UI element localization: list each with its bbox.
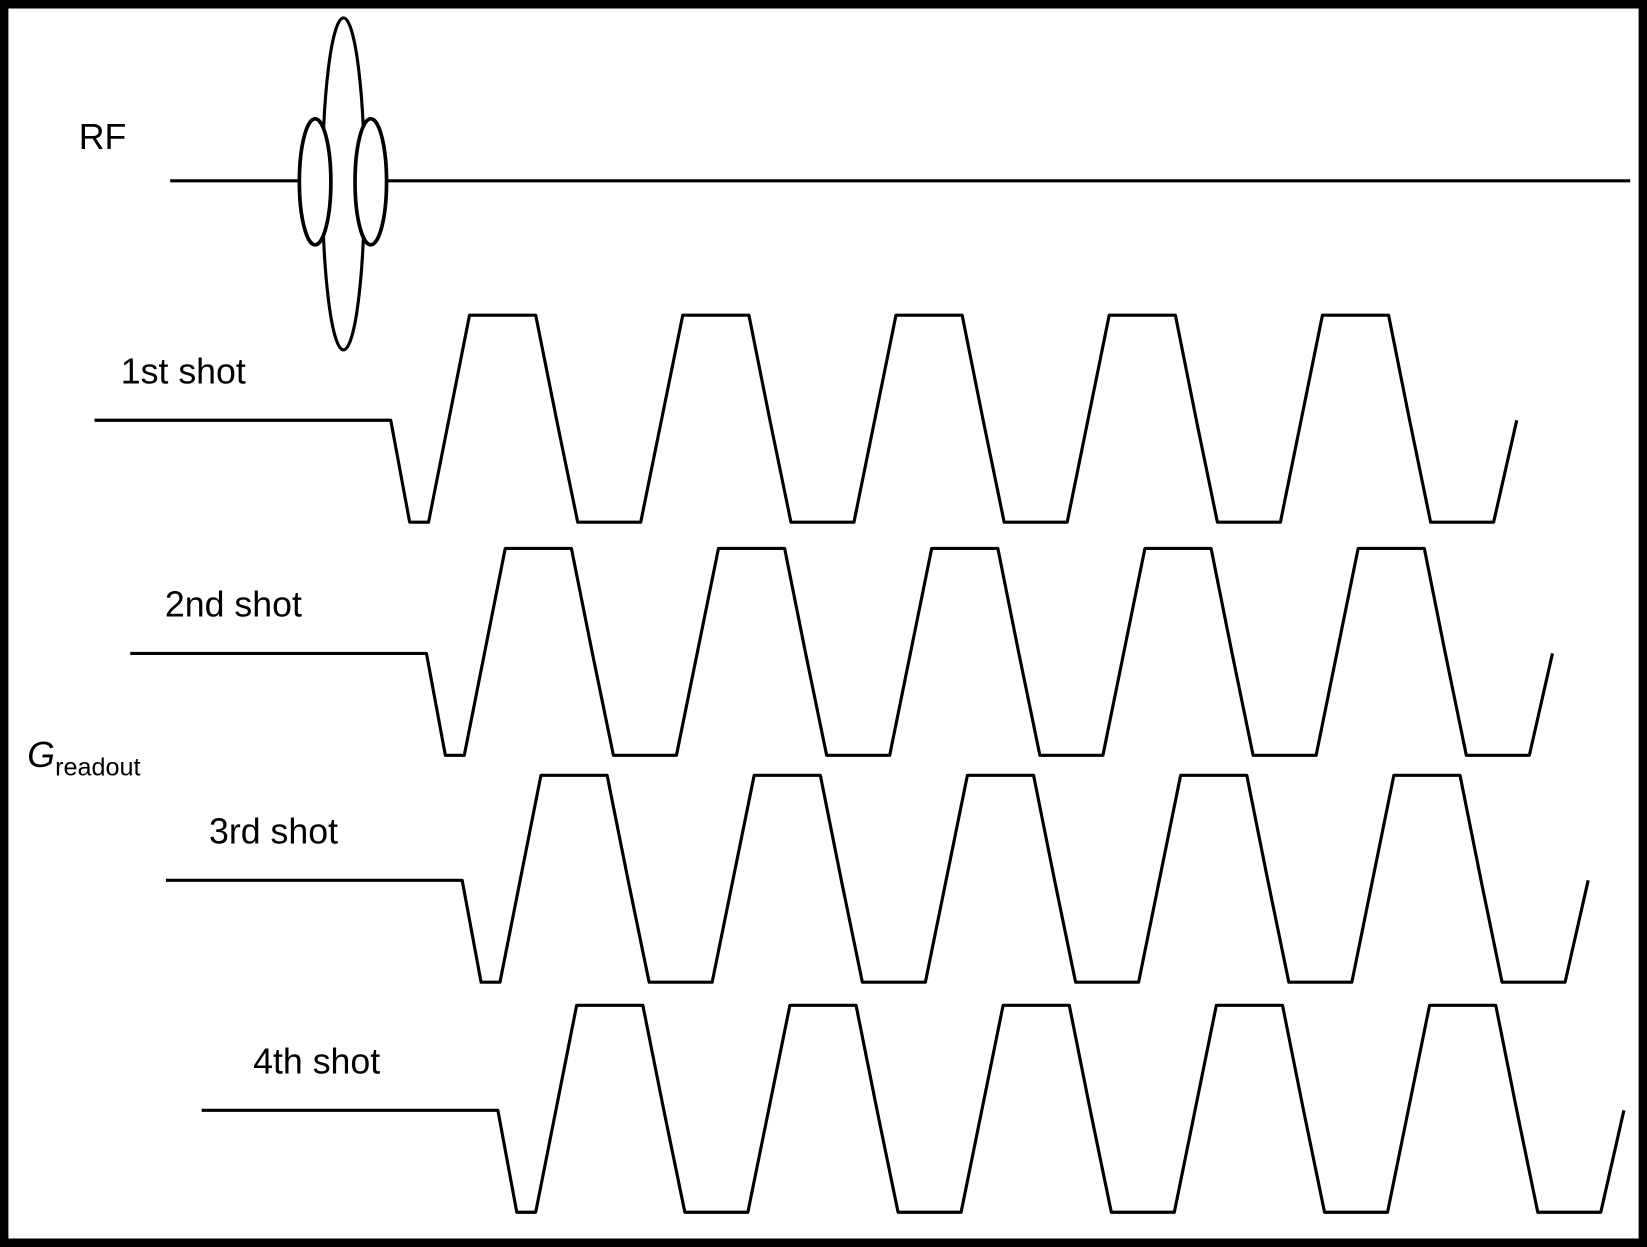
rf-label: RF <box>79 117 127 157</box>
canvas <box>8 8 1639 1239</box>
gradient-subscript: readout <box>55 753 140 781</box>
shot-label: 1st shot <box>121 351 246 391</box>
readout-gradient-waveform <box>165 773 1590 984</box>
gradient-label: Greadout <box>27 735 140 781</box>
shot-label: 4th shot <box>253 1042 380 1082</box>
readout-gradient-waveform <box>201 1003 1626 1214</box>
gradient-symbol: G <box>27 735 55 775</box>
shot-label: 2nd shot <box>165 585 302 625</box>
readout-gradient-waveform <box>94 313 1519 524</box>
readout-gradient-waveform <box>130 546 1555 757</box>
shot-label: 3rd shot <box>209 812 338 852</box>
rf-pulse-side-lobe <box>297 116 333 247</box>
rf-pulse-side-lobe <box>353 116 389 247</box>
